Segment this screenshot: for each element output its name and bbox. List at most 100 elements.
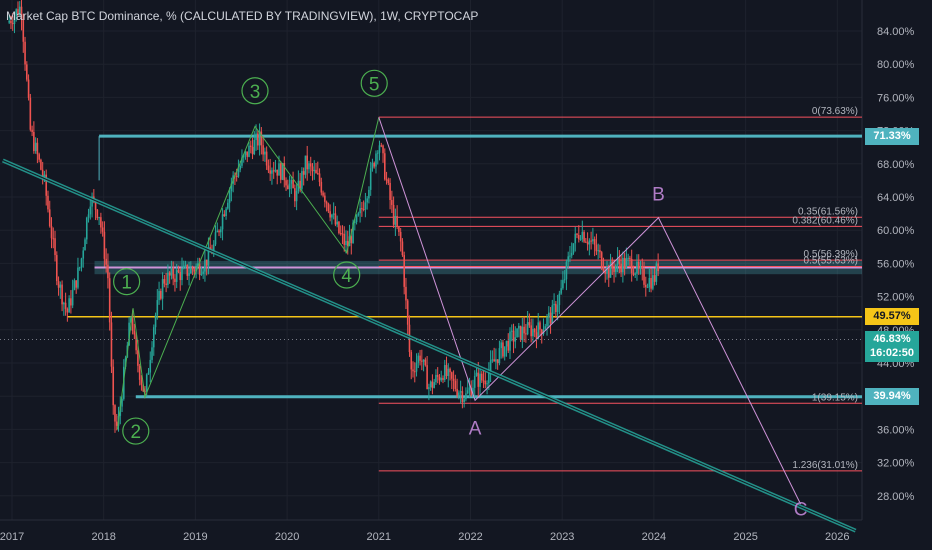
candle-body bbox=[533, 328, 536, 333]
candle-body bbox=[361, 208, 363, 210]
candle-body bbox=[167, 272, 169, 285]
candle-body bbox=[151, 347, 153, 360]
candle-body bbox=[68, 298, 70, 313]
x-tick-label: 2025 bbox=[733, 531, 757, 543]
candle-body bbox=[281, 162, 284, 180]
y-tick-label: 76.00% bbox=[877, 92, 915, 104]
fib-level-label: 0.5(55.63%) bbox=[804, 255, 858, 266]
price-tag-current: 46.83% bbox=[865, 331, 919, 348]
candle-body bbox=[205, 259, 208, 266]
candle-body bbox=[138, 365, 141, 380]
candle-body bbox=[496, 359, 499, 364]
candle-body bbox=[473, 375, 476, 388]
candle-body bbox=[190, 267, 192, 274]
candle-body bbox=[269, 170, 271, 174]
candle-body bbox=[64, 302, 67, 309]
candle-body bbox=[149, 359, 152, 373]
candle-body bbox=[31, 129, 33, 133]
candle-body bbox=[175, 270, 178, 282]
candle-body bbox=[406, 300, 409, 325]
corrective-wave-label: A bbox=[469, 419, 482, 440]
candle-body bbox=[551, 305, 554, 324]
wave-label-circle bbox=[360, 69, 388, 97]
candle-body bbox=[371, 162, 374, 169]
candle-body bbox=[8, 20, 10, 23]
candle-body bbox=[85, 217, 88, 240]
candle-body bbox=[77, 267, 79, 288]
candle-body bbox=[627, 257, 629, 259]
x-tick-label: 2024 bbox=[642, 531, 666, 543]
candle-body bbox=[54, 238, 56, 256]
y-tick-label: 80.00% bbox=[877, 59, 915, 71]
candle-body bbox=[630, 258, 633, 274]
candle-body bbox=[302, 171, 305, 175]
candle-body bbox=[47, 195, 49, 210]
corrective-wave-label: C bbox=[794, 499, 808, 520]
candle-body bbox=[632, 273, 635, 275]
candle-body bbox=[521, 326, 524, 341]
x-tick-label: 2018 bbox=[91, 531, 115, 543]
candle-body bbox=[616, 258, 619, 265]
candle-body bbox=[50, 226, 53, 239]
candle-body bbox=[242, 155, 245, 158]
candle-body bbox=[376, 152, 379, 154]
candle-body bbox=[565, 261, 568, 280]
candle-body bbox=[597, 250, 599, 252]
candle-body bbox=[181, 268, 183, 281]
candle-body bbox=[235, 175, 238, 177]
candle-body bbox=[618, 258, 621, 264]
x-tick-label: 2019 bbox=[183, 531, 207, 543]
candle-body bbox=[179, 272, 182, 281]
candle-body bbox=[357, 213, 360, 216]
candle-body bbox=[592, 239, 594, 242]
candle-body bbox=[523, 326, 525, 334]
candle-body bbox=[516, 328, 518, 338]
candle-body bbox=[600, 252, 603, 268]
candle-body bbox=[73, 280, 76, 290]
candle-body bbox=[221, 214, 224, 230]
candle-body bbox=[403, 255, 405, 287]
candle-body bbox=[43, 174, 46, 177]
candle-body bbox=[583, 231, 585, 242]
candle-body bbox=[576, 233, 578, 235]
candle-body bbox=[66, 308, 69, 313]
candle-body bbox=[160, 291, 162, 299]
wave-label: 3 bbox=[250, 82, 261, 103]
candle-body bbox=[486, 383, 488, 385]
candle-body bbox=[135, 334, 137, 351]
candle-body bbox=[540, 329, 543, 335]
x-tick-label: 2023 bbox=[550, 531, 574, 543]
candle-body bbox=[249, 145, 252, 147]
candle-body bbox=[572, 243, 575, 253]
candle-body bbox=[622, 257, 624, 273]
candle-body bbox=[198, 263, 201, 275]
candle-body bbox=[48, 209, 51, 227]
candle-body bbox=[570, 252, 573, 256]
candle-body bbox=[364, 202, 367, 210]
candle-body bbox=[339, 233, 342, 235]
candle-body bbox=[391, 200, 393, 205]
candle-body bbox=[488, 371, 490, 384]
candle-body bbox=[519, 325, 522, 341]
candle-body bbox=[650, 277, 652, 289]
candle-body bbox=[341, 233, 344, 235]
candle-body bbox=[55, 255, 58, 282]
candle-body bbox=[615, 264, 617, 272]
candle-body bbox=[555, 303, 557, 313]
candle-body bbox=[38, 154, 40, 160]
candle-body bbox=[609, 261, 612, 278]
candle-body bbox=[606, 266, 608, 274]
candle-body bbox=[544, 326, 547, 330]
candle-body bbox=[346, 240, 349, 247]
candle-body bbox=[336, 221, 338, 225]
candle-body bbox=[195, 265, 197, 272]
candle-body bbox=[577, 234, 580, 240]
candle-body bbox=[530, 325, 532, 337]
candle-body bbox=[63, 302, 65, 305]
candle-body bbox=[604, 271, 607, 274]
wave-label-circle bbox=[113, 268, 141, 296]
fib-level-label: 1(39.15%) bbox=[812, 392, 858, 403]
candle-body bbox=[368, 189, 370, 199]
